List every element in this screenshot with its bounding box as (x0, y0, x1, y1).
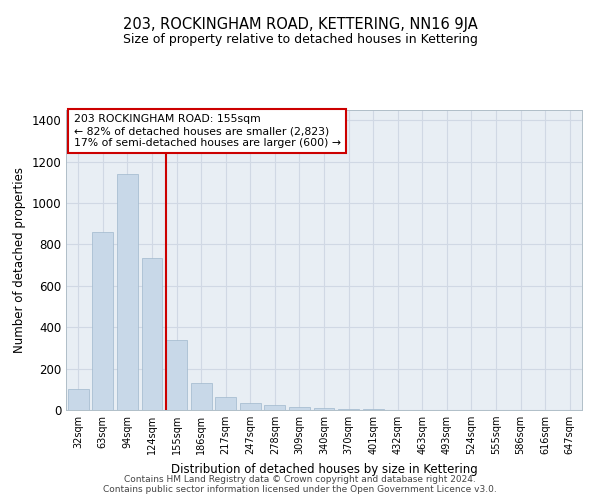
Bar (142, 258, 163, 410)
Bar (92, 232, 113, 410)
Bar (314, 408, 334, 410)
Text: Contains HM Land Registry data © Crown copyright and database right 2024.: Contains HM Land Registry data © Crown c… (124, 476, 476, 484)
Bar (289, 407, 310, 410)
Text: Size of property relative to detached houses in Kettering: Size of property relative to detached ho… (122, 32, 478, 46)
Text: 203, ROCKINGHAM ROAD, KETTERING, NN16 9JA: 203, ROCKINGHAM ROAD, KETTERING, NN16 9J… (122, 18, 478, 32)
Text: Contains public sector information licensed under the Open Government Licence v3: Contains public sector information licen… (103, 486, 497, 494)
Bar (215, 396, 236, 410)
Bar (240, 403, 261, 410)
Text: 203 ROCKINGHAM ROAD: 155sqm
← 82% of detached houses are smaller (2,823)
17% of : 203 ROCKINGHAM ROAD: 155sqm ← 82% of det… (74, 114, 341, 148)
Bar (338, 409, 359, 410)
Bar (117, 174, 138, 410)
Bar (166, 340, 187, 410)
Bar (191, 383, 212, 410)
X-axis label: Distribution of detached houses by size in Kettering: Distribution of detached houses by size … (170, 462, 478, 475)
Bar (68, 390, 89, 410)
Y-axis label: Number of detached properties: Number of detached properties (13, 167, 26, 353)
Bar (265, 405, 286, 410)
